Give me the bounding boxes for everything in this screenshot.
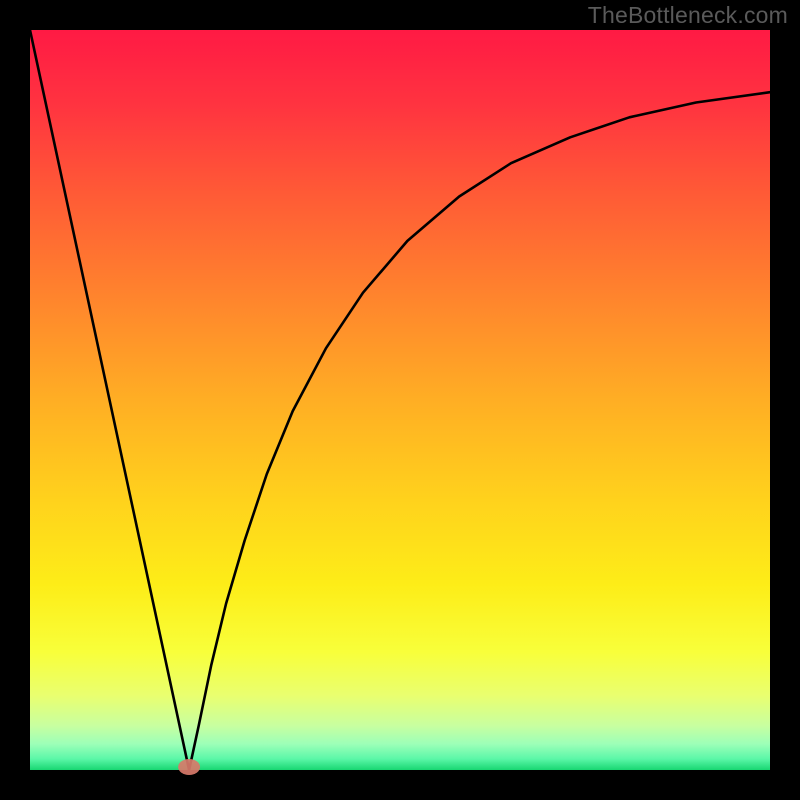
plot-background (30, 30, 770, 770)
watermark-text: TheBottleneck.com (588, 2, 788, 29)
chart-svg (0, 0, 800, 800)
minimum-marker (178, 759, 200, 775)
chart-container: TheBottleneck.com (0, 0, 800, 800)
